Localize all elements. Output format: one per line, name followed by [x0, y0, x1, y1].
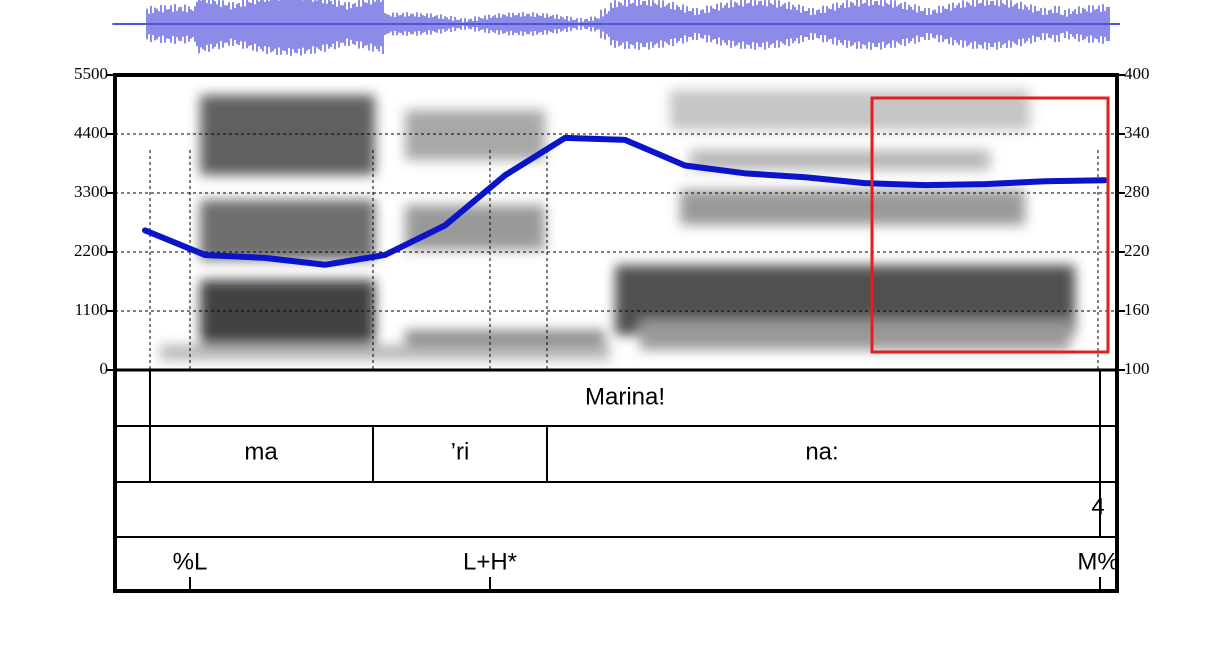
- frame: [113, 73, 1119, 593]
- tier-label: 4: [1091, 493, 1104, 520]
- tier-lines: [115, 368, 1117, 591]
- tier-label: %L: [173, 548, 208, 575]
- waveform: [112, 0, 1120, 56]
- y2-tick-label: 220: [1124, 241, 1150, 260]
- y2-tick-label: 100: [1124, 359, 1150, 378]
- highlight-box: [870, 96, 1110, 354]
- tier-label: ’ri: [451, 438, 470, 465]
- y2-tick-label: 400: [1124, 64, 1150, 83]
- tier-label: M%: [1077, 548, 1118, 575]
- pitch-contour: [142, 134, 1108, 268]
- y2-tick-label: 340: [1124, 123, 1150, 142]
- y-tick-label: 2200: [74, 241, 108, 260]
- boundary-lines: [149, 150, 1099, 370]
- spectrogram-image: [160, 90, 1075, 360]
- y-tick-label: 1100: [75, 300, 108, 319]
- y-tick-label: 3300: [74, 182, 108, 201]
- y-tick-label: 5500: [74, 64, 108, 83]
- tier-label: Marina!: [585, 383, 665, 410]
- tier-label: ma: [244, 438, 278, 465]
- y2-tick-label: 280: [1124, 182, 1150, 201]
- y2-tick-label: 160: [1124, 300, 1150, 319]
- waveform-path: [112, 0, 1120, 56]
- y-tick-label: 4400: [74, 123, 108, 142]
- tiers: Marina! ma ’ri na: 4 %L L+H* M%: [173, 383, 1119, 575]
- tier-label: L+H*: [463, 548, 517, 575]
- y-tick-label: 0: [100, 359, 109, 378]
- tier-label: na:: [805, 438, 838, 465]
